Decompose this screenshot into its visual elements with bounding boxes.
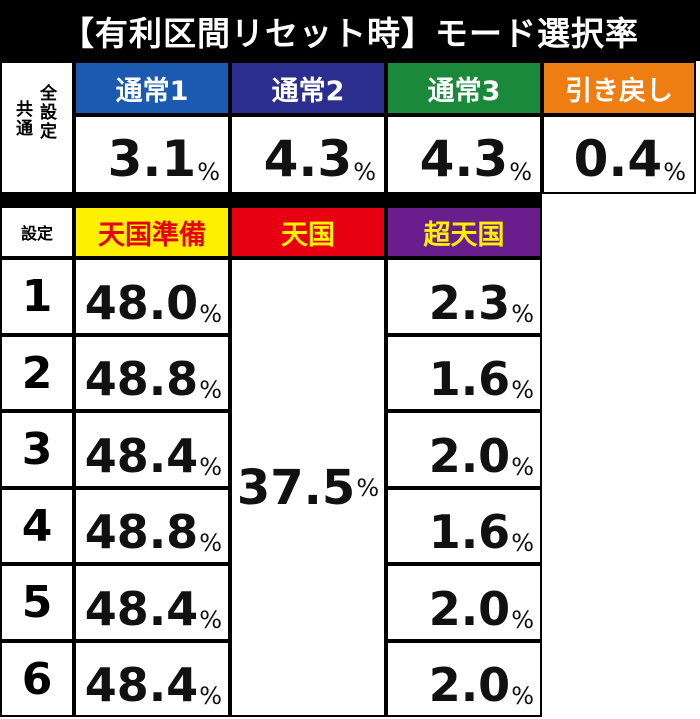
- mode-header-label: 通常2: [271, 75, 345, 107]
- value-unit: %: [199, 682, 222, 710]
- value-number: 48.8: [84, 505, 199, 559]
- value-number: 48.4: [84, 429, 199, 483]
- setting-header-label: 設定: [20, 224, 53, 243]
- mode-header-label: 通常1: [115, 75, 189, 107]
- value-unit: %: [509, 158, 532, 186]
- value-number: 2.3: [428, 276, 511, 330]
- setting-number: 6: [0, 641, 74, 717]
- mode-header-label: 引き戻し: [565, 75, 673, 107]
- value-unit: %: [511, 376, 534, 404]
- value-unit: %: [511, 300, 534, 328]
- column-header-label: 超天国: [423, 219, 505, 251]
- value-unit: %: [511, 453, 534, 481]
- side-label-col1: 全 設 定: [40, 85, 57, 142]
- value-number: 4.3: [263, 130, 353, 188]
- column-header-chou-tengoku: 超天国: [386, 206, 542, 258]
- tengoku-junbi-value: 48.4%: [74, 641, 230, 717]
- tengoku-junbi-value: 48.4%: [74, 564, 230, 641]
- mode-value-normal3: 4.3%: [386, 115, 542, 194]
- value-number: 4.3: [419, 130, 509, 188]
- setting-number: 4: [0, 488, 74, 564]
- mode-header-hikimodoshi: 引き戻し: [542, 61, 696, 115]
- setting-number: 1: [0, 258, 74, 335]
- column-header-label: 天国準備: [98, 219, 206, 251]
- tengoku-junbi-value: 48.8%: [74, 488, 230, 564]
- mode-value-normal1: 3.1%: [74, 115, 230, 194]
- section-divider: [0, 194, 542, 206]
- chou-tengoku-value: 2.0%: [386, 641, 542, 717]
- chou-tengoku-value: 2.3%: [386, 258, 542, 335]
- value-unit: %: [199, 376, 222, 404]
- all-settings-common-label: 全 設 定 共 通: [0, 61, 74, 194]
- side-label-char: 定: [40, 122, 57, 142]
- chou-tengoku-value: 1.6%: [386, 335, 542, 411]
- value-number: 2.0: [428, 429, 511, 483]
- chou-tengoku-value: 2.0%: [386, 564, 542, 641]
- setting-number: 5: [0, 564, 74, 641]
- chou-tengoku-value: 2.0%: [386, 411, 542, 488]
- value-unit: %: [199, 529, 222, 557]
- value-number: 0.4: [573, 130, 663, 188]
- side-label-char: 通: [16, 119, 33, 139]
- value-number: 48.8: [84, 352, 199, 406]
- mode-value-hikimodoshi: 0.4%: [542, 115, 696, 194]
- chou-tengoku-value: 1.6%: [386, 488, 542, 564]
- value-number: 2.0: [428, 658, 511, 712]
- side-label-col2: 共 通: [16, 101, 33, 139]
- value-number: 1.6: [428, 505, 511, 559]
- value-unit: %: [511, 606, 534, 634]
- tengoku-value-all-settings: 37.5%: [230, 258, 386, 717]
- side-label-char: 共: [16, 100, 33, 120]
- value-unit: %: [199, 606, 222, 634]
- value-unit: %: [197, 158, 220, 186]
- setting-number: 2: [0, 335, 74, 411]
- column-header-tengoku-junbi: 天国準備: [74, 206, 230, 258]
- setting-header: 設定: [0, 206, 74, 258]
- mode-header-label: 通常3: [427, 75, 501, 107]
- value-unit: %: [356, 473, 380, 502]
- page-title: 【有利区間リセット時】モード選択率: [0, 0, 700, 61]
- value-unit: %: [511, 682, 534, 710]
- value-unit: %: [511, 529, 534, 557]
- side-label-char: 設: [40, 103, 57, 123]
- tengoku-junbi-value: 48.4%: [74, 411, 230, 488]
- column-header-label: 天国: [281, 219, 335, 251]
- value-unit: %: [199, 300, 222, 328]
- setting-number: 3: [0, 411, 74, 488]
- value-number: 48.0: [84, 276, 199, 330]
- side-label-char: 全: [40, 84, 57, 104]
- value-number: 48.4: [84, 658, 199, 712]
- mode-header-normal1: 通常1: [74, 61, 230, 115]
- tengoku-junbi-value: 48.8%: [74, 335, 230, 411]
- value-unit: %: [663, 158, 686, 186]
- value-number: 37.5: [236, 459, 356, 516]
- value-unit: %: [199, 453, 222, 481]
- column-header-tengoku: 天国: [230, 206, 386, 258]
- value-number: 3.1: [107, 130, 197, 188]
- value-number: 1.6: [428, 352, 511, 406]
- value-number: 2.0: [428, 582, 511, 636]
- mode-header-normal2: 通常2: [230, 61, 386, 115]
- value-unit: %: [353, 158, 376, 186]
- tengoku-junbi-value: 48.0%: [74, 258, 230, 335]
- mode-header-normal3: 通常3: [386, 61, 542, 115]
- value-number: 48.4: [84, 582, 199, 636]
- mode-value-normal2: 4.3%: [230, 115, 386, 194]
